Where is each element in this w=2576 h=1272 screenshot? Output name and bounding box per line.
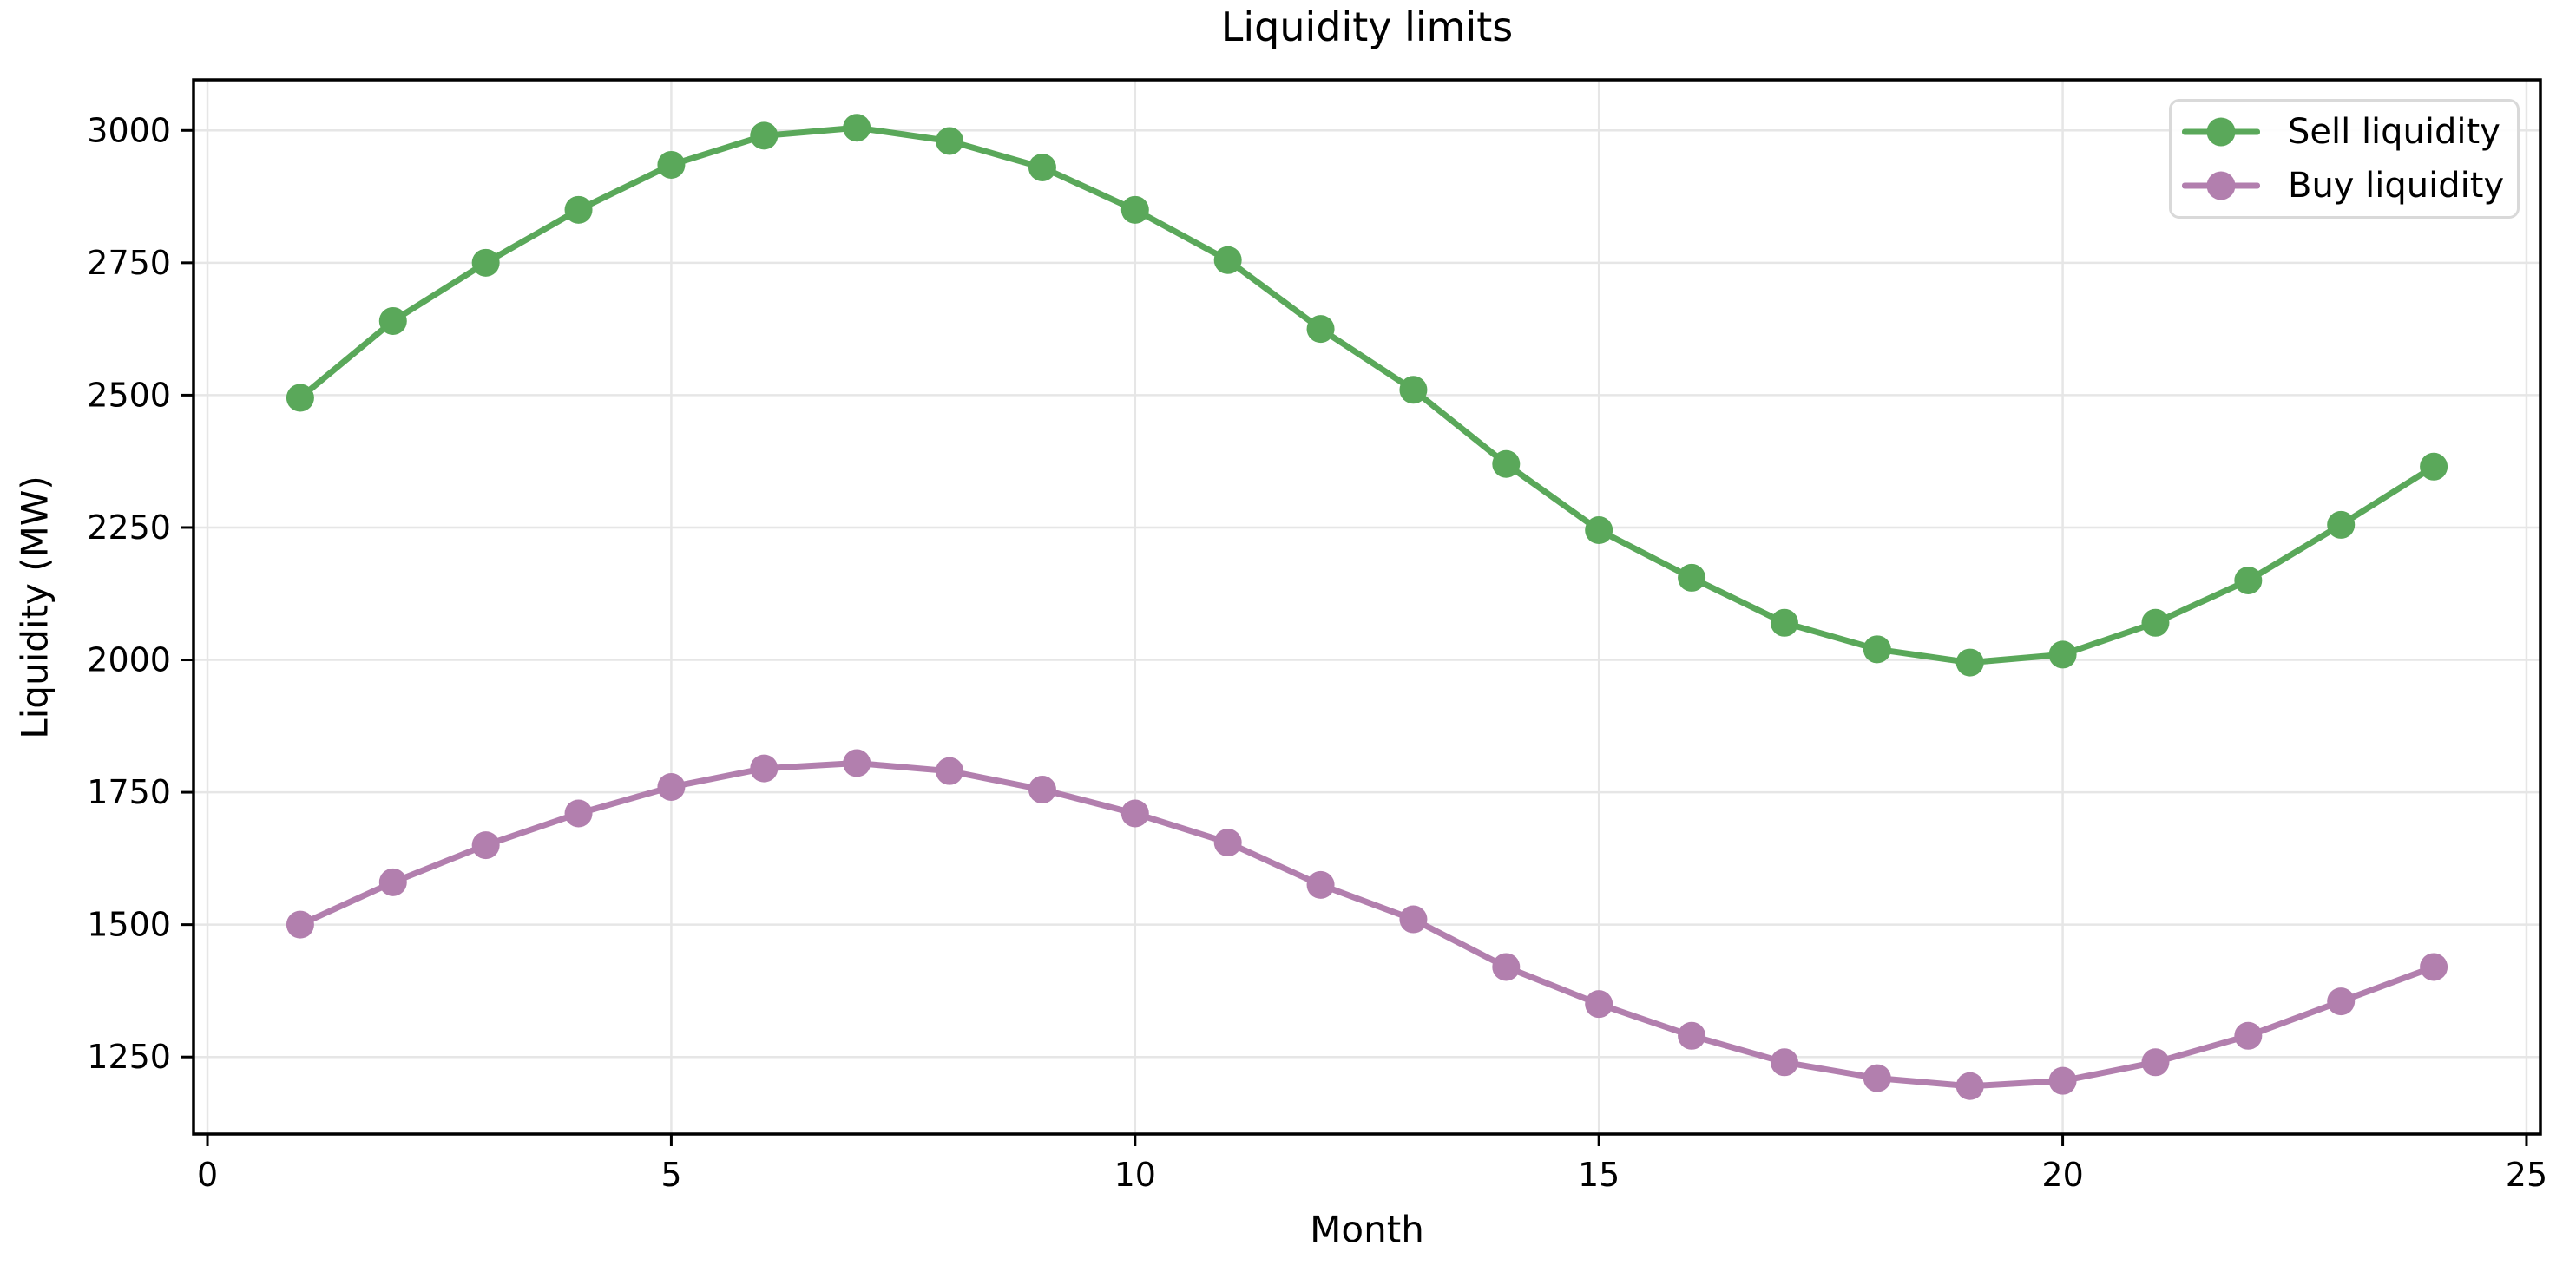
buy-liquidity-point-22 bbox=[2234, 1021, 2263, 1050]
y-tick-label-3000: 3000 bbox=[87, 111, 171, 149]
legend-item-buy: Buy liquidity bbox=[2172, 166, 2517, 206]
sell-liquidity-point-7 bbox=[843, 114, 871, 142]
x-tick-label-5: 5 bbox=[660, 1156, 681, 1194]
buy-liquidity-point-3 bbox=[471, 831, 500, 860]
sell-liquidity-point-24 bbox=[2420, 452, 2448, 481]
legend-item-sell: Sell liquidity bbox=[2172, 112, 2517, 152]
buy-liquidity-point-7 bbox=[843, 749, 871, 777]
sell-liquidity-point-17 bbox=[1770, 608, 1798, 637]
y-tick-label-2500: 2500 bbox=[87, 376, 171, 414]
x-tick-label-25: 25 bbox=[2506, 1156, 2547, 1194]
sell-liquidity-point-14 bbox=[1492, 449, 1521, 478]
buy-liquidity-point-14 bbox=[1492, 953, 1521, 981]
sell-liquidity-point-6 bbox=[750, 121, 779, 150]
buy-line-marker-swatch bbox=[2182, 167, 2260, 205]
buy-liquidity-point-23 bbox=[2327, 987, 2356, 1016]
y-tick-label-1750: 1750 bbox=[87, 773, 171, 811]
buy-liquidity-point-19 bbox=[1955, 1072, 1984, 1100]
y-tick-label-2750: 2750 bbox=[87, 244, 171, 282]
sell-liquidity-point-2 bbox=[378, 306, 407, 335]
buy-liquidity-point-15 bbox=[1585, 990, 1613, 1019]
y-tick-label-1500: 1500 bbox=[87, 906, 171, 944]
x-tick-label-10: 10 bbox=[1114, 1156, 1156, 1194]
buy-liquidity-point-9 bbox=[1028, 776, 1056, 804]
sell-liquidity-point-3 bbox=[471, 248, 500, 277]
buy-liquidity-point-6 bbox=[750, 754, 779, 783]
sell-liquidity-point-19 bbox=[1955, 648, 1984, 677]
sell-liquidity-point-13 bbox=[1399, 376, 1428, 404]
buy-liquidity-point-11 bbox=[1213, 829, 1242, 857]
x-tick-label-20: 20 bbox=[2041, 1156, 2083, 1194]
y-tick-label-2000: 2000 bbox=[87, 641, 171, 679]
sell-liquidity-point-22 bbox=[2234, 566, 2263, 594]
buy-liquidity-point-1 bbox=[286, 910, 314, 939]
buy-liquidity-point-21 bbox=[2141, 1048, 2170, 1077]
sell-liquidity-point-11 bbox=[1213, 246, 1242, 274]
sell-liquidity-point-9 bbox=[1028, 153, 1056, 181]
sell-liquidity-point-20 bbox=[2048, 640, 2077, 669]
y-tick-label-1250: 1250 bbox=[87, 1038, 171, 1076]
buy-liquidity-point-2 bbox=[378, 868, 407, 896]
x-tick-label-0: 0 bbox=[197, 1156, 218, 1194]
sell-liquidity-point-18 bbox=[1863, 635, 1891, 664]
buy-liquidity-point-10 bbox=[1120, 799, 1149, 828]
buy-liquidity-point-4 bbox=[564, 799, 593, 828]
sell-line-marker-swatch bbox=[2182, 113, 2260, 151]
sell-liquidity-point-4 bbox=[564, 195, 593, 224]
sell-liquidity-point-10 bbox=[1120, 195, 1149, 224]
y-axis-label: Liquidity (MW) bbox=[13, 475, 56, 739]
buy-liquidity-point-18 bbox=[1863, 1064, 1891, 1092]
sell-liquidity-point-23 bbox=[2327, 510, 2356, 539]
sell-liquidity-point-1 bbox=[286, 384, 314, 412]
buy-liquidity-point-12 bbox=[1306, 870, 1335, 899]
legend-label-sell: Sell liquidity bbox=[2288, 112, 2500, 152]
sell-liquidity-point-8 bbox=[936, 127, 964, 155]
x-axis-label: Month bbox=[1310, 1208, 1424, 1251]
buy-liquidity-line bbox=[297, 760, 2437, 1090]
sell-liquidity-point-12 bbox=[1306, 315, 1335, 344]
sell-liquidity-point-5 bbox=[657, 150, 686, 179]
sell-liquidity-point-16 bbox=[1678, 563, 1706, 592]
buy-liquidity-point-16 bbox=[1678, 1021, 1706, 1050]
buy-liquidity-point-13 bbox=[1399, 905, 1428, 934]
legend-label-buy: Buy liquidity bbox=[2288, 166, 2505, 206]
y-tick-label-2250: 2250 bbox=[87, 508, 171, 547]
buy-liquidity-point-20 bbox=[2048, 1066, 2077, 1095]
sell-swatch-dot bbox=[2206, 117, 2236, 147]
buy-liquidity-point-5 bbox=[657, 772, 686, 801]
buy-swatch-dot bbox=[2206, 171, 2236, 200]
buy-liquidity-point-17 bbox=[1770, 1048, 1798, 1077]
sell-liquidity-line bbox=[297, 124, 2437, 666]
chart-title: Liquidity limits bbox=[1220, 3, 1514, 50]
buy-liquidity-point-8 bbox=[936, 757, 964, 785]
legend: Sell liquidity Buy liquidity bbox=[2169, 99, 2520, 219]
x-tick-label-15: 15 bbox=[1578, 1156, 1620, 1194]
sell-liquidity-point-15 bbox=[1585, 516, 1613, 545]
sell-liquidity-point-21 bbox=[2141, 608, 2170, 637]
buy-liquidity-point-24 bbox=[2420, 953, 2448, 981]
plot-border bbox=[192, 78, 2542, 1136]
